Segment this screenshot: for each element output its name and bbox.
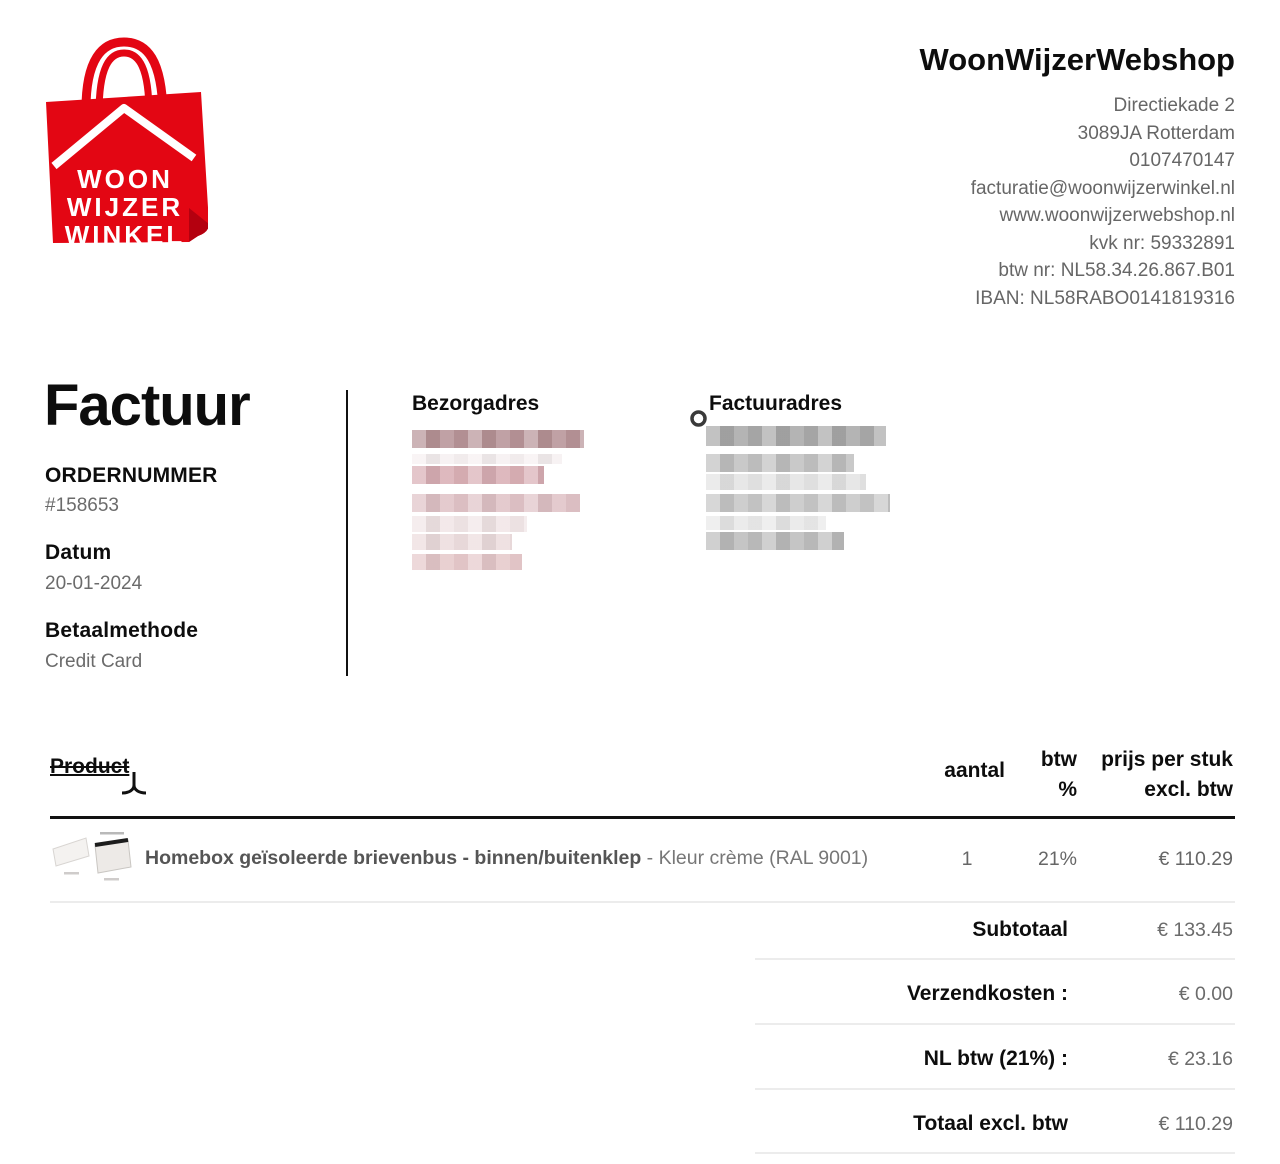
company-address-line: IBAN: NL58RABO0141819316 [975, 287, 1235, 309]
redacted-line [412, 454, 562, 464]
shipping-value: € 0.00 [1178, 983, 1233, 1005]
totals-separator [755, 1023, 1235, 1025]
delivery-address-label: Bezorgadres [412, 392, 540, 415]
payment-method-value: Credit Card [45, 651, 143, 672]
redacted-line [706, 474, 866, 490]
bag-handle-outer [81, 37, 168, 115]
redacted-line [412, 554, 522, 570]
row-separator [50, 901, 1235, 903]
invoice-title: Factuur [44, 373, 251, 438]
product-thumbnail [52, 832, 132, 881]
redacted-billing-address [706, 426, 890, 550]
subtotal-label: Subtotaal [972, 918, 1068, 941]
roof-chevron [51, 104, 197, 170]
product-name: Homebox geïsoleerde brievenbus - binnen/… [145, 847, 642, 869]
redacted-line [412, 466, 544, 484]
shipping-label: Verzendkosten : [906, 982, 1068, 1005]
product-variant: - Kleur crème (RAL 9001) [641, 847, 869, 869]
woonwijzerwinkel-logo: WOON WIJZER WINKEL [46, 37, 208, 248]
bag-body [46, 92, 208, 243]
company-address-line: 3089JA Rotterdam [1077, 122, 1235, 144]
product-price: € 110.29 [1158, 848, 1233, 870]
column-header-price-line1: prijs per stuk [1101, 748, 1233, 771]
company-address-line: facturatie@woonwijzerwinkel.nl [970, 177, 1235, 199]
vat-total-label: NL btw (21%) : [923, 1047, 1068, 1070]
column-header-price-line2: excl. btw [1144, 778, 1233, 801]
logo-line-1: WOON [77, 164, 173, 194]
order-number-value: #158653 [45, 495, 119, 516]
column-header-vat-line1: btw [1040, 748, 1077, 771]
company-address-line: 0107470147 [1129, 150, 1235, 171]
column-header-price: prijs per stuk excl. btw [1101, 745, 1233, 805]
product-vat: 21% [1037, 848, 1077, 870]
logo-line-2: WIJZER [67, 192, 183, 222]
company-name: WoonWijzerWebshop [919, 42, 1235, 77]
redacted-line [412, 430, 584, 448]
bag-handle-inner [95, 49, 153, 115]
redacted-delivery-address [412, 430, 584, 570]
totals-separator [755, 1152, 1235, 1154]
company-address-line: www.woonwijzerwebshop.nl [999, 205, 1236, 226]
totals-separator [755, 1088, 1235, 1090]
redacted-line [706, 454, 854, 472]
product-description: Homebox geïsoleerde brievenbus - binnen/… [145, 847, 868, 870]
totals-separator [755, 958, 1235, 960]
company-address-block: Directiekade 2 3089JA Rotterdam 01074701… [971, 92, 1235, 312]
subtotal-value: € 133.45 [1157, 919, 1233, 941]
redacted-line [706, 532, 844, 550]
redacted-line [412, 516, 527, 532]
bag-fold [189, 208, 208, 242]
redacted-line [706, 494, 890, 512]
company-address-line: btw nr: NL58.34.26.867.B01 [998, 260, 1235, 281]
column-header-product: Product [50, 755, 130, 778]
logo-line-3: WINKEL [65, 220, 186, 248]
product-qty: 1 [961, 848, 973, 870]
column-header-vat: btw % [1041, 745, 1077, 805]
vat-total-value: € 23.16 [1167, 1048, 1233, 1070]
total-excl-vat-value: € 110.29 [1158, 1113, 1233, 1135]
vertical-divider [346, 390, 348, 676]
company-address-line: kvk nr: 59332891 [1089, 232, 1235, 254]
total-excl-vat-label: Totaal excl. btw [913, 1112, 1068, 1135]
redacted-line [412, 494, 580, 512]
date-label: Datum [45, 541, 112, 564]
billing-address-label: Factuuradres [709, 392, 843, 415]
column-header-qty: aantal [944, 759, 1005, 782]
date-value: 20-01-2024 [45, 573, 143, 594]
column-header-vat-line2: % [1058, 778, 1077, 801]
order-number-label: ORDERNUMMER [45, 464, 218, 487]
text-cursor-icon [121, 772, 147, 795]
redacted-line [706, 516, 826, 530]
table-header-rule [50, 816, 1235, 819]
company-address-line: Directiekade 2 [1113, 95, 1235, 116]
magnifier-cursor-icon [690, 410, 707, 427]
payment-method-label: Betaalmethode [45, 619, 199, 642]
redacted-line [412, 534, 512, 550]
redacted-line [706, 426, 886, 446]
